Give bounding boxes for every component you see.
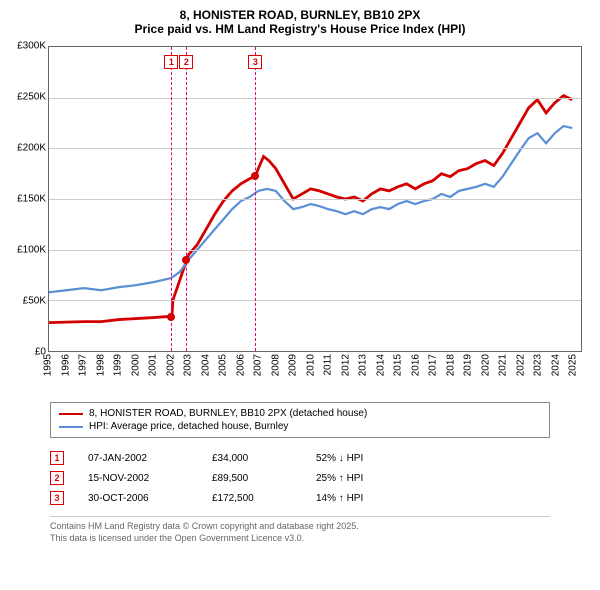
x-tick-label: 2009 bbox=[288, 354, 299, 376]
x-tick-label: 2024 bbox=[550, 354, 561, 376]
chart-container: 8, HONISTER ROAD, BURNLEY, BB10 2PX Pric… bbox=[0, 0, 600, 552]
event-delta: 14% ↑ HPI bbox=[316, 493, 406, 504]
title-line2: Price paid vs. HM Land Registry's House … bbox=[10, 22, 590, 36]
event-dot bbox=[182, 256, 190, 264]
series-line-price_paid bbox=[49, 96, 572, 323]
x-tick-label: 2002 bbox=[165, 354, 176, 376]
title-block: 8, HONISTER ROAD, BURNLEY, BB10 2PX Pric… bbox=[10, 8, 590, 36]
gridline bbox=[49, 148, 581, 149]
x-tick-label: 2010 bbox=[305, 354, 316, 376]
title-line1: 8, HONISTER ROAD, BURNLEY, BB10 2PX bbox=[10, 8, 590, 22]
x-tick-label: 2004 bbox=[200, 354, 211, 376]
event-marker-box: 1 bbox=[164, 55, 178, 69]
event-dot bbox=[167, 313, 175, 321]
legend: 8, HONISTER ROAD, BURNLEY, BB10 2PX (det… bbox=[50, 402, 550, 438]
x-tick-label: 2019 bbox=[463, 354, 474, 376]
gridline bbox=[49, 199, 581, 200]
x-tick-label: 2013 bbox=[358, 354, 369, 376]
y-tick-label: £150K bbox=[17, 194, 46, 205]
x-tick-label: 2025 bbox=[568, 354, 579, 376]
event-price: £172,500 bbox=[212, 493, 292, 504]
footer-line2: This data is licensed under the Open Gov… bbox=[50, 533, 550, 545]
event-marker-icon: 1 bbox=[50, 451, 64, 465]
series-line-hpi bbox=[49, 126, 572, 292]
x-tick-label: 2015 bbox=[393, 354, 404, 376]
x-axis: 1995199619971998199920002001200220032004… bbox=[48, 352, 582, 396]
event-marker-box: 3 bbox=[248, 55, 262, 69]
x-tick-label: 1995 bbox=[43, 354, 54, 376]
event-date: 07-JAN-2002 bbox=[88, 453, 188, 464]
legend-swatch-price-paid bbox=[59, 413, 83, 415]
y-tick-label: £250K bbox=[17, 92, 46, 103]
plot-area: 12 3 bbox=[48, 46, 582, 352]
event-date: 30-OCT-2006 bbox=[88, 493, 188, 504]
footer-line1: Contains HM Land Registry data © Crown c… bbox=[50, 521, 550, 533]
event-price: £89,500 bbox=[212, 473, 292, 484]
x-tick-label: 2020 bbox=[480, 354, 491, 376]
x-tick-label: 2023 bbox=[533, 354, 544, 376]
y-tick-label: £200K bbox=[17, 143, 46, 154]
event-price: £34,000 bbox=[212, 453, 292, 464]
event-row: 3 30-OCT-2006 £172,500 14% ↑ HPI bbox=[50, 488, 550, 508]
event-date: 15-NOV-2002 bbox=[88, 473, 188, 484]
event-dot bbox=[251, 172, 259, 180]
legend-label-hpi: HPI: Average price, detached house, Burn… bbox=[89, 421, 288, 432]
x-tick-label: 2007 bbox=[253, 354, 264, 376]
x-tick-label: 2006 bbox=[235, 354, 246, 376]
x-tick-label: 2014 bbox=[375, 354, 386, 376]
y-axis: £0£50K£100K£150K£200K£250K£300K bbox=[10, 46, 48, 352]
gridline bbox=[49, 300, 581, 301]
legend-row-hpi: HPI: Average price, detached house, Burn… bbox=[59, 420, 541, 433]
x-tick-label: 2016 bbox=[410, 354, 421, 376]
chart-area: £0£50K£100K£150K£200K£250K£300K 123 1995… bbox=[10, 46, 590, 396]
x-tick-label: 2005 bbox=[218, 354, 229, 376]
x-tick-label: 2000 bbox=[130, 354, 141, 376]
event-marker-icon: 3 bbox=[50, 491, 64, 505]
legend-swatch-hpi bbox=[59, 426, 83, 428]
event-delta: 25% ↑ HPI bbox=[316, 473, 406, 484]
y-tick-label: £100K bbox=[17, 245, 46, 256]
gridline bbox=[49, 98, 581, 99]
event-vline bbox=[171, 47, 172, 351]
legend-row-price-paid: 8, HONISTER ROAD, BURNLEY, BB10 2PX (det… bbox=[59, 407, 541, 420]
x-tick-label: 2022 bbox=[515, 354, 526, 376]
x-tick-label: 1999 bbox=[113, 354, 124, 376]
x-tick-label: 2011 bbox=[323, 354, 334, 376]
x-tick-label: 1998 bbox=[95, 354, 106, 376]
x-tick-label: 2003 bbox=[183, 354, 194, 376]
events-table: 1 07-JAN-2002 £34,000 52% ↓ HPI 2 15-NOV-2002… bbox=[50, 448, 550, 508]
footer: Contains HM Land Registry data © Crown c… bbox=[50, 516, 550, 544]
x-tick-label: 2012 bbox=[340, 354, 351, 376]
x-tick-label: 2018 bbox=[445, 354, 456, 376]
event-marker-box: 2 bbox=[179, 55, 193, 69]
y-tick-label: £50K bbox=[23, 296, 46, 307]
gridline bbox=[49, 250, 581, 251]
y-tick-label: £300K bbox=[17, 41, 46, 52]
event-marker-icon: 2 bbox=[50, 471, 64, 485]
legend-label-price-paid: 8, HONISTER ROAD, BURNLEY, BB10 2PX (det… bbox=[89, 408, 367, 419]
x-tick-label: 2021 bbox=[498, 354, 509, 376]
x-tick-label: 1997 bbox=[78, 354, 89, 376]
event-row: 1 07-JAN-2002 £34,000 52% ↓ HPI bbox=[50, 448, 550, 468]
x-tick-label: 2008 bbox=[270, 354, 281, 376]
event-vline bbox=[186, 47, 187, 351]
x-tick-label: 2017 bbox=[428, 354, 439, 376]
event-delta: 52% ↓ HPI bbox=[316, 453, 406, 464]
x-tick-label: 2001 bbox=[148, 354, 159, 376]
x-tick-label: 1996 bbox=[60, 354, 71, 376]
event-row: 2 15-NOV-2002 £89,500 25% ↑ HPI bbox=[50, 468, 550, 488]
event-vline bbox=[255, 47, 256, 351]
